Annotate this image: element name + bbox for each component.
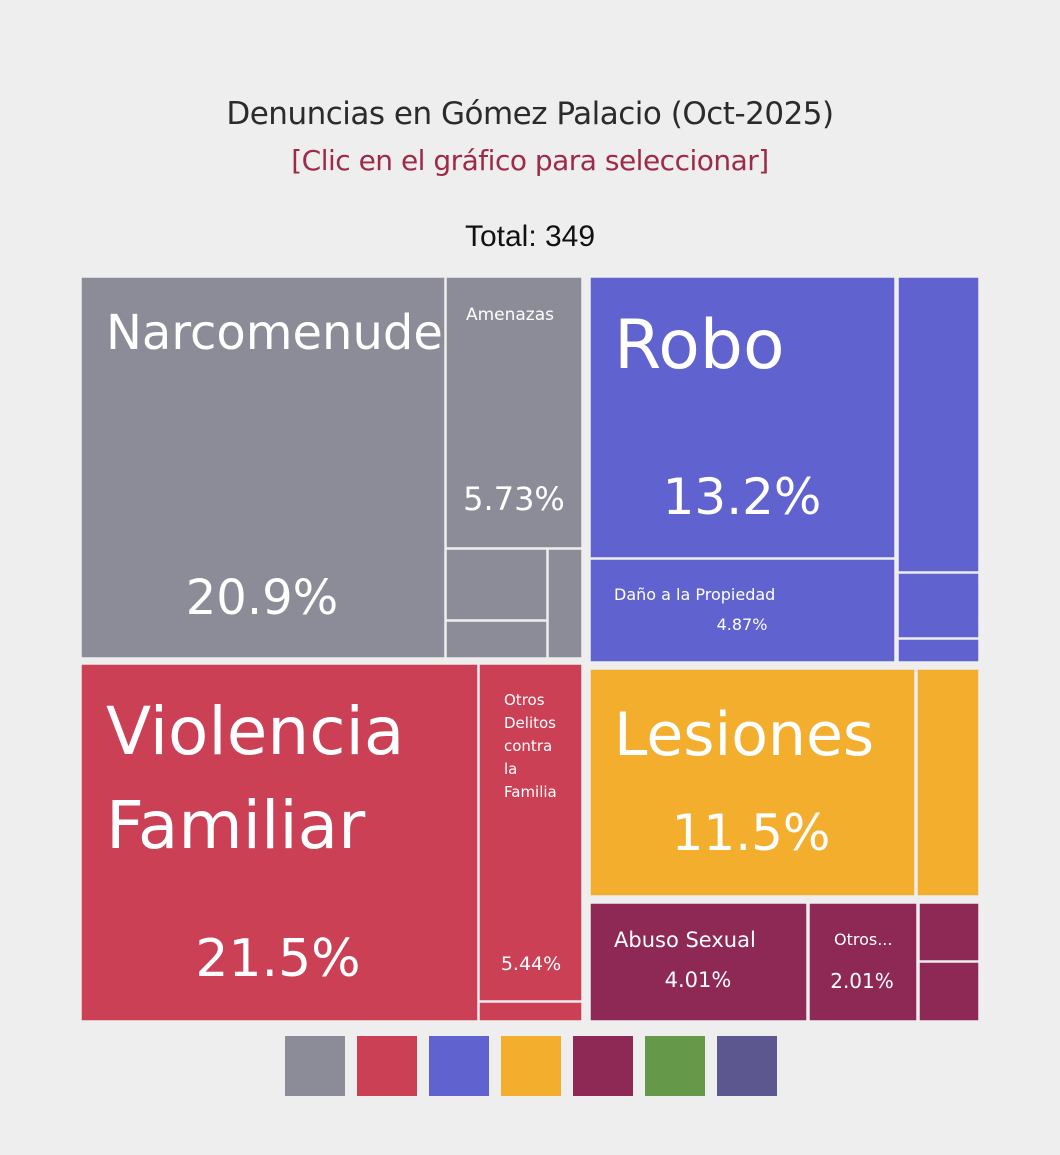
amenazas-label: Amenazas xyxy=(466,305,554,325)
legend-swatch-5[interactable] xyxy=(573,1036,633,1096)
robo-percent: 13.2% xyxy=(663,468,822,526)
otros-delitos-contra-la-familia-label: Otros xyxy=(504,691,545,709)
amenazas-tile[interactable] xyxy=(445,276,583,549)
legend-swatch-3[interactable] xyxy=(429,1036,489,1096)
group-2-tile-2-tile[interactable] xyxy=(897,276,980,573)
abuso-sexual-percent: 4.01% xyxy=(665,968,732,992)
legend xyxy=(285,1036,777,1096)
robo-label: Robo xyxy=(614,306,785,385)
dano-a-la-propiedad-label: Daño a la Propiedad xyxy=(614,585,775,604)
robo-tile[interactable] xyxy=(589,276,896,559)
dano-a-la-propiedad-tile[interactable] xyxy=(589,558,896,663)
narcomenudeo-label: Narcomenudeo xyxy=(106,305,472,361)
otros-delitos-contra-la-familia-label: la xyxy=(504,760,517,778)
violencia-familiar-label: Familiar xyxy=(106,787,366,864)
otros-delitos-contra-la-familia-label: contra xyxy=(504,737,552,755)
group-4-tile-2-tile[interactable] xyxy=(918,902,980,962)
chart-title: Denuncias en Gómez Palacio (Oct-2025) xyxy=(226,96,834,132)
legend-swatch-2[interactable] xyxy=(357,1036,417,1096)
group-2-tile-4-tile[interactable] xyxy=(897,638,980,663)
abuso-sexual-label: Abuso Sexual xyxy=(614,928,756,952)
group-0-tile-3-tile[interactable] xyxy=(445,620,548,659)
narcomenudeo-percent: 20.9% xyxy=(186,570,338,626)
otros-label: Otros... xyxy=(834,930,892,949)
chart-subtitle[interactable]: [Clic en el gráfico para seleccionar] xyxy=(291,144,769,177)
otros-percent: 2.01% xyxy=(830,969,894,993)
dano-a-la-propiedad-percent: 4.87% xyxy=(717,615,768,634)
otros-delitos-contra-la-familia-label: Familia xyxy=(504,783,557,801)
otros-delitos-contra-la-familia-label: Delitos xyxy=(504,714,556,732)
group-0-tile-4-tile[interactable] xyxy=(547,548,583,659)
violencia-familiar-tile[interactable] xyxy=(80,663,479,1022)
group-3-tile-1-tile[interactable] xyxy=(916,668,980,897)
otros-delitos-contra-la-familia-percent: 5.44% xyxy=(501,953,561,975)
group-1-tile-2-tile[interactable] xyxy=(478,1001,583,1022)
total-label: Total: 349 xyxy=(464,220,596,253)
abuso-sexual-tile[interactable] xyxy=(589,902,808,1022)
lesiones-percent: 11.5% xyxy=(672,804,831,862)
group-4-tile-3-tile[interactable] xyxy=(918,961,980,1022)
otros-tile[interactable] xyxy=(808,902,918,1022)
lesiones-tile[interactable] xyxy=(589,668,916,897)
lesiones-label: Lesiones xyxy=(614,700,874,770)
legend-swatch-6[interactable] xyxy=(645,1036,705,1096)
group-0-tile-2-tile[interactable] xyxy=(445,548,548,621)
legend-swatch-7[interactable] xyxy=(717,1036,777,1096)
legend-swatch-1[interactable] xyxy=(285,1036,345,1096)
amenazas-percent: 5.73% xyxy=(463,480,565,518)
group-2-tile-3-tile[interactable] xyxy=(897,572,980,639)
otros-delitos-contra-la-familia-tile[interactable] xyxy=(478,663,583,1002)
narcomenudeo-tile[interactable] xyxy=(80,276,446,659)
legend-swatch-4[interactable] xyxy=(501,1036,561,1096)
violencia-familiar-percent: 21.5% xyxy=(195,929,360,989)
violencia-familiar-label: Violencia xyxy=(106,693,404,770)
